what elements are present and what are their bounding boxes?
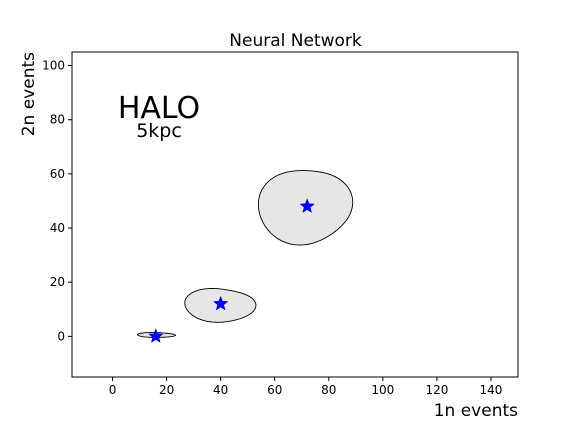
x-tick-label: 100 <box>371 383 394 397</box>
y-axis-label: 2n events <box>19 52 39 136</box>
y-tick-label: 60 <box>50 167 65 181</box>
y-axis-ticks: 0 20 40 60 80 100 <box>42 59 72 343</box>
x-tick-label: 40 <box>213 383 228 397</box>
y-tick-label: 20 <box>50 275 65 289</box>
chart-title: Neural Network <box>229 31 362 51</box>
x-tick-label: 60 <box>267 383 282 397</box>
x-tick-label: 0 <box>109 383 117 397</box>
x-axis-ticks: 0 20 40 60 80 100 120 140 <box>109 377 503 397</box>
data-point-star <box>212 295 229 311</box>
data-points <box>147 198 315 344</box>
data-point-star <box>147 328 164 344</box>
y-tick-label: 0 <box>57 329 65 343</box>
x-tick-label: 140 <box>480 383 503 397</box>
x-axis-label: 1n events <box>434 401 518 421</box>
x-tick-label: 120 <box>425 383 448 397</box>
y-tick-label: 80 <box>50 113 65 127</box>
y-tick-label: 100 <box>42 59 65 73</box>
annotation-halo: HALO <box>118 91 200 126</box>
y-tick-label: 40 <box>50 221 65 235</box>
data-point-star <box>299 198 315 214</box>
annotation-distance: 5kpc <box>136 120 182 142</box>
x-tick-label: 20 <box>159 383 174 397</box>
x-tick-label: 80 <box>321 383 336 397</box>
